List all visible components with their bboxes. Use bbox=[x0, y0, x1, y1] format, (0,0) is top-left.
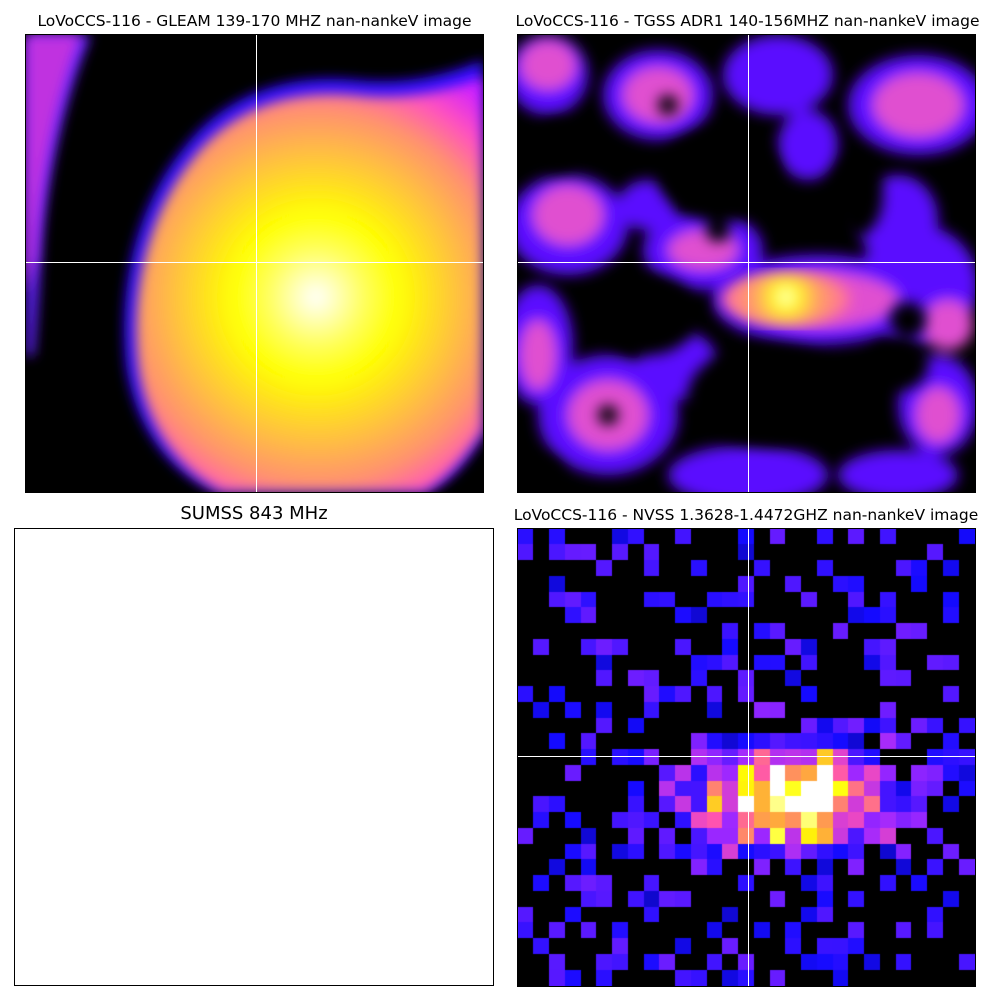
tgss-crosshair-horizontal bbox=[518, 262, 975, 263]
gleam-image-panel bbox=[25, 34, 484, 493]
gleam-panel-title: LoVoCCS-116 - GLEAM 139-170 MHZ nan-nank… bbox=[37, 12, 472, 30]
tgss-crosshair-vertical bbox=[748, 35, 749, 492]
tgss-radio-image bbox=[518, 35, 975, 492]
gleam-crosshair-horizontal bbox=[26, 262, 483, 263]
nvss-image-panel bbox=[517, 528, 976, 987]
nvss-panel-title: LoVoCCS-116 - NVSS 1.3628-1.4472GHZ nan-… bbox=[513, 506, 979, 524]
sumss-panel-title: SUMSS 843 MHz bbox=[180, 503, 328, 524]
tgss-panel-title: LoVoCCS-116 - TGSS ADR1 140-156MHZ nan-n… bbox=[515, 12, 980, 30]
gleam-radio-image bbox=[26, 35, 483, 492]
nvss-crosshair-horizontal bbox=[518, 756, 975, 757]
tgss-image-panel bbox=[517, 34, 976, 493]
sumss-empty-panel bbox=[14, 528, 494, 986]
nvss-crosshair-vertical bbox=[748, 529, 749, 986]
nvss-radio-image bbox=[518, 529, 975, 986]
gleam-crosshair-vertical bbox=[256, 35, 257, 492]
